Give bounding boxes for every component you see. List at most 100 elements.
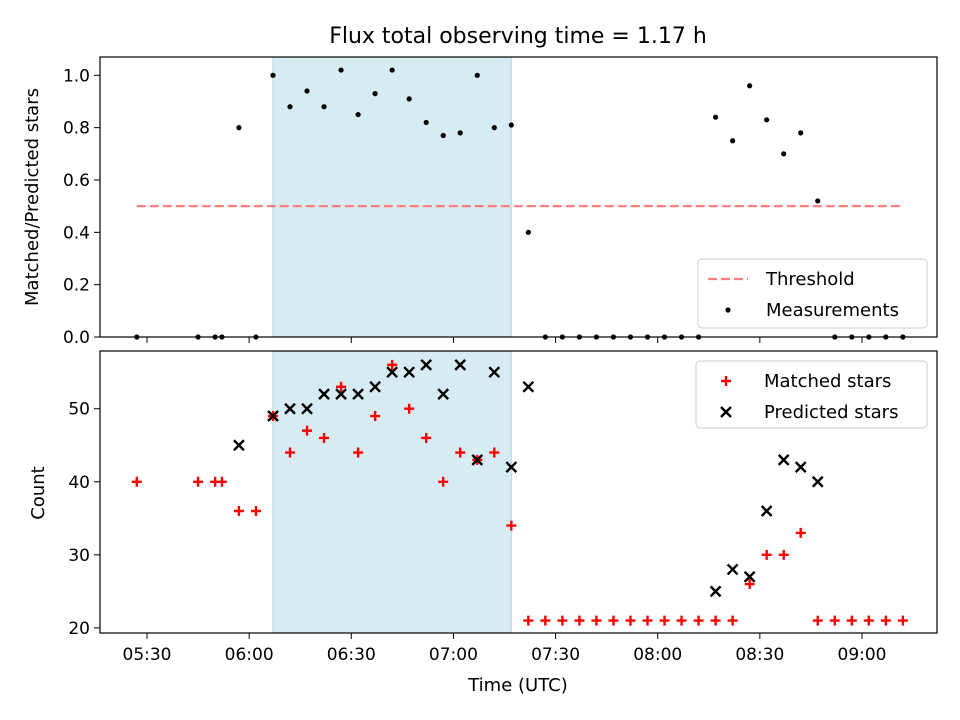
- data-point: [404, 403, 415, 414]
- data-point: [557, 615, 568, 626]
- legend-label: Predicted stars: [764, 402, 898, 423]
- legend-marker: [721, 376, 731, 386]
- data-point: [421, 432, 432, 443]
- y-tick-label: 0.0: [63, 328, 90, 348]
- data-point: [457, 130, 463, 136]
- data-point: [897, 615, 908, 626]
- data-point: [778, 549, 789, 560]
- legend-label: Matched stars: [764, 371, 891, 392]
- data-point: [321, 104, 327, 110]
- data-point: [193, 476, 204, 487]
- data-point: [744, 579, 755, 590]
- data-point: [730, 138, 736, 144]
- data-point: [352, 388, 364, 400]
- data-point: [335, 388, 347, 400]
- data-point: [540, 615, 551, 626]
- x-axis-label: Time (UTC): [467, 675, 568, 696]
- data-point: [710, 615, 721, 626]
- data-point: [574, 615, 585, 626]
- data-point: [216, 476, 227, 487]
- data-point: [423, 119, 429, 126]
- data-point: [760, 505, 773, 517]
- y-tick-label: 0.2: [63, 276, 90, 296]
- data-point: [353, 447, 364, 458]
- data-point: [727, 615, 738, 626]
- observing-interval-shade: [272, 56, 512, 338]
- data-point: [777, 454, 790, 466]
- data-point: [270, 72, 276, 78]
- data-point: [131, 476, 142, 487]
- data-point: [693, 615, 704, 626]
- data-point: [389, 67, 395, 73]
- data-point: [489, 447, 500, 458]
- data-point: [761, 549, 772, 560]
- data-point: [525, 229, 531, 235]
- data-point: [522, 380, 535, 393]
- data-point: [386, 366, 398, 379]
- y-tick-label: 0.6: [63, 171, 90, 191]
- data-point: [846, 615, 857, 626]
- data-point: [474, 72, 480, 78]
- data-point: [387, 359, 398, 370]
- legend-box: [697, 258, 928, 329]
- data-point: [455, 447, 466, 458]
- data-point: [488, 366, 501, 379]
- plot-frame: [99, 350, 938, 634]
- y-tick-label: 30: [68, 546, 90, 566]
- plot-frame: [99, 56, 938, 338]
- y-tick-label: 50: [68, 400, 90, 420]
- data-point: [319, 432, 330, 443]
- data-point: [880, 615, 891, 626]
- data-point: [301, 402, 313, 415]
- y-tick-label: 40: [68, 473, 90, 493]
- observing-interval-shade: [272, 350, 512, 634]
- x-tick-label: 06:00: [225, 645, 274, 665]
- x-tick-label: 08:30: [735, 645, 784, 665]
- data-point: [815, 198, 821, 204]
- data-point: [336, 381, 347, 392]
- data-point: [747, 83, 753, 89]
- data-point: [523, 615, 534, 626]
- x-tick-label: 07:30: [531, 645, 580, 665]
- x-tick-label: 08:00: [633, 645, 682, 665]
- bottom-panel: 20 30 40 50 05:30 06:00 06:30 07:00 07:30 08:00 08…: [68, 350, 938, 665]
- data-point: [233, 505, 244, 516]
- top-panel: 0.0 0.2 0.4 0.6 0.8 1.0 Threshold Measurements: [63, 56, 938, 348]
- legend-marker: [720, 406, 732, 418]
- data-point: [642, 615, 653, 626]
- y-tick-label: 0.4: [63, 223, 90, 243]
- data-point: [795, 527, 806, 538]
- data-point: [726, 563, 739, 576]
- data-point: [318, 388, 330, 400]
- y-tick-label: 0.8: [63, 119, 90, 139]
- data-point: [764, 117, 770, 123]
- data-point: [625, 615, 636, 626]
- chart-title: Flux total observing time = 1.17 h: [329, 24, 707, 49]
- data-point: [372, 91, 378, 97]
- x-tick-label: 05:30: [123, 645, 172, 665]
- data-point: [798, 130, 804, 136]
- data-point: [506, 520, 517, 531]
- y-tick-label: 1.0: [63, 66, 90, 86]
- data-point: [781, 151, 787, 157]
- data-point: [440, 132, 446, 139]
- data-point: [403, 366, 416, 379]
- data-point: [508, 122, 514, 128]
- legend-box: [695, 360, 928, 429]
- data-point: [355, 111, 361, 118]
- data-point: [236, 125, 242, 131]
- data-point: [369, 380, 381, 393]
- y-tick-label: 20: [68, 619, 90, 639]
- data-point: [438, 476, 449, 487]
- x-tick-label: 07:00: [429, 645, 478, 665]
- data-point: [267, 410, 279, 422]
- data-point: [863, 615, 874, 626]
- data-point: [420, 359, 433, 371]
- data-point: [370, 411, 381, 422]
- data-point: [709, 585, 722, 598]
- legend-marker: [725, 307, 731, 313]
- x-tick-label: 09:00: [838, 645, 887, 665]
- data-point: [338, 67, 344, 73]
- data-point: [437, 388, 450, 400]
